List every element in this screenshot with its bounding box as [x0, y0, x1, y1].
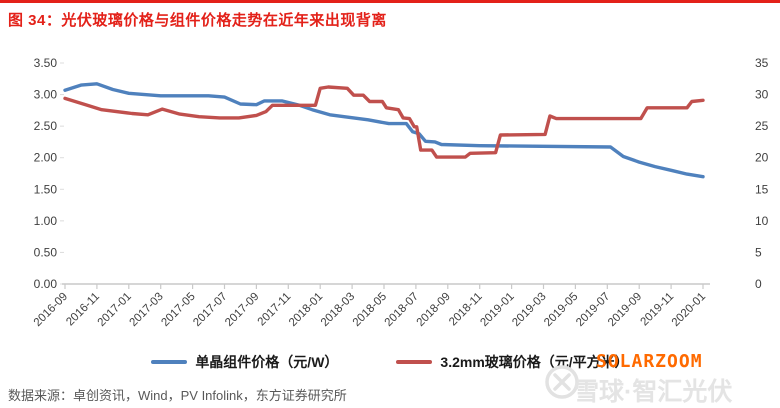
y-axis-left-tick-label: 0.00 — [34, 277, 58, 291]
y-axis-left-tick-label: 2.50 — [34, 119, 58, 133]
legend-swatch-red-line — [396, 360, 433, 364]
x-axis-tick-label: 2018-11 — [447, 291, 485, 329]
x-axis-tick-label: 2017-09 — [223, 291, 261, 329]
top-border-rule — [0, 0, 780, 3]
y-axis-left-tick-label: 1.50 — [34, 182, 58, 196]
legend-label-glass-price: 3.2mm玻璃价格（元/平方米） — [440, 354, 629, 370]
x-axis-tick-label: 2017-11 — [256, 291, 294, 329]
legend-label-module-price: 单晶组件价格（元/W） — [195, 354, 339, 370]
dual-axis-line-chart: 3.50 3.00 2.50 2.00 1.50 1.00 0.50 0.00 35 30 25 20… — [32, 56, 769, 329]
legend-item-glass-price: 3.2mm玻璃价格（元/平方米） — [396, 352, 629, 372]
x-axis-tick-label: 2020-01 — [670, 291, 708, 329]
y-axis-left-tick-label: 3.50 — [34, 56, 58, 70]
y-axis-left-tick-label: 3.00 — [34, 88, 58, 102]
x-axis-tick-label: 2018-03 — [319, 291, 357, 329]
y-axis-right-tick-label: 30 — [755, 88, 769, 102]
x-axis-tick-label: 2019-01 — [478, 291, 516, 329]
y-axis-right-tick-label: 35 — [755, 56, 769, 70]
x-axis-tick-label: 2017-03 — [127, 291, 165, 329]
x-axis-tick-label: 2018-09 — [415, 291, 453, 329]
x-axis-tick-label: 2017-05 — [159, 291, 197, 329]
x-axis-tick-label: 2016-09 — [32, 291, 70, 329]
x-axis-tick-label: 2018-05 — [351, 291, 389, 329]
legend-swatch-blue-line — [151, 360, 188, 364]
y-axis-left-tick-label: 2.00 — [34, 151, 58, 165]
data-source-note: 数据来源：卓创资讯，Wind，PV Infolink，东方证券研究所 — [8, 388, 347, 403]
y-axis-right-tick-label: 15 — [755, 182, 769, 196]
y-axis-right-tick-label: 5 — [755, 245, 762, 259]
y-axis-right-tick-label: 20 — [755, 151, 769, 165]
y-axis-right-tick-label: 10 — [755, 214, 769, 228]
y-axis-left-tick-label: 0.50 — [34, 245, 58, 259]
x-axis-tick-label: 2019-11 — [638, 291, 676, 329]
x-axis-tick-label: 2019-03 — [510, 291, 548, 329]
series-line-module-price — [63, 82, 705, 179]
y-axis-left-tick-label: 1.00 — [34, 214, 58, 228]
y-axis-right-tick-label: 25 — [755, 119, 769, 133]
watermark-site-text: 雪球·智汇光伏 — [574, 378, 733, 406]
figure-title: 图 34：光伏玻璃价格与组件价格走势在近年来出现背离 — [8, 12, 387, 29]
chart-legend: 单晶组件价格（元/W） 3.2mm玻璃价格（元/平方米） — [0, 352, 780, 372]
x-axis-tick-label: 2017-01 — [96, 291, 134, 329]
x-axis-tick-label: 2019-09 — [606, 291, 644, 329]
x-axis-tick-label: 2018-01 — [287, 291, 325, 329]
x-axis-tick-label: 2018-07 — [383, 291, 421, 329]
x-axis-tick-label: 2019-05 — [542, 291, 580, 329]
x-axis-tick-label: 2017-07 — [191, 291, 229, 329]
x-axis-tick-label: 2016-11 — [64, 291, 102, 329]
legend-item-module-price: 单晶组件价格（元/W） — [151, 352, 338, 372]
y-axis-right-tick-label: 0 — [755, 277, 762, 291]
x-axis-tick-label: 2019-07 — [574, 291, 612, 329]
series-line-glass-price — [63, 85, 705, 159]
